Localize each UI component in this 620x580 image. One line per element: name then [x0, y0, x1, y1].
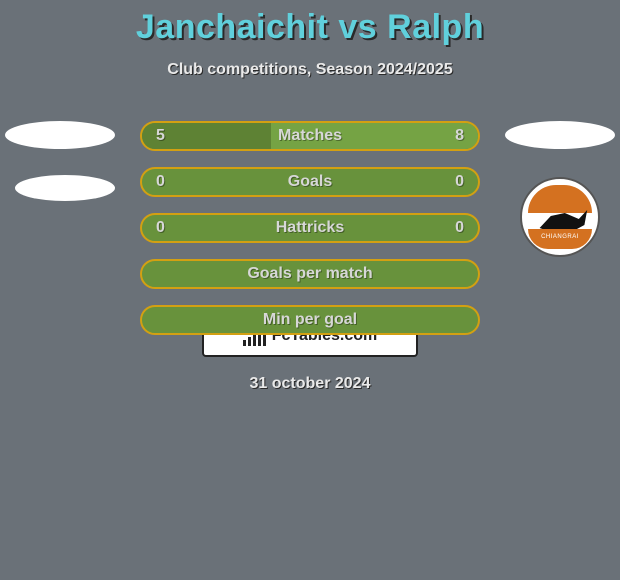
club-right-badge: CHIANGRAI [520, 177, 600, 257]
stat-bar: Goals0 0 [140, 167, 480, 197]
stat-bar-label: Goals [142, 169, 478, 195]
badge-bottom-arc: CHIANGRAI [528, 229, 592, 249]
subtitle: Club competitions, Season 2024/2025 [0, 61, 620, 79]
stat-bar-right-value: 0 [455, 215, 464, 241]
stat-bar-label: Min per goal [142, 307, 478, 333]
comparison-infographic: Janchaichit vs Ralph Club competitions, … [0, 0, 620, 580]
player-right-photo-placeholder [505, 121, 615, 149]
date-text: 31 october 2024 [0, 375, 620, 393]
page-title: Janchaichit vs Ralph [0, 8, 620, 47]
stat-bar-left-value: 0 [156, 169, 165, 195]
stat-bar: Min per goal [140, 305, 480, 335]
stat-bar-left-value: 5 [156, 123, 165, 149]
stat-bars: Matches58Goals00Hattricks00Goals per mat… [140, 121, 480, 351]
stat-bar-right-value: 8 [455, 123, 464, 149]
stat-bar-right-value: 0 [455, 169, 464, 195]
stat-bar: Matches5 8 [140, 121, 480, 151]
club-left-logo-placeholder [15, 175, 115, 201]
stat-bar-left-value: 0 [156, 215, 165, 241]
player-left-photo-placeholder [5, 121, 115, 149]
stat-bar-label: Matches [142, 123, 478, 149]
stat-bar-label: Goals per match [142, 261, 478, 287]
badge-top-arc [528, 185, 592, 213]
stat-bar: Hattricks0 0 [140, 213, 480, 243]
stat-bar-label: Hattricks [142, 215, 478, 241]
stat-bar: Goals per match [140, 259, 480, 289]
